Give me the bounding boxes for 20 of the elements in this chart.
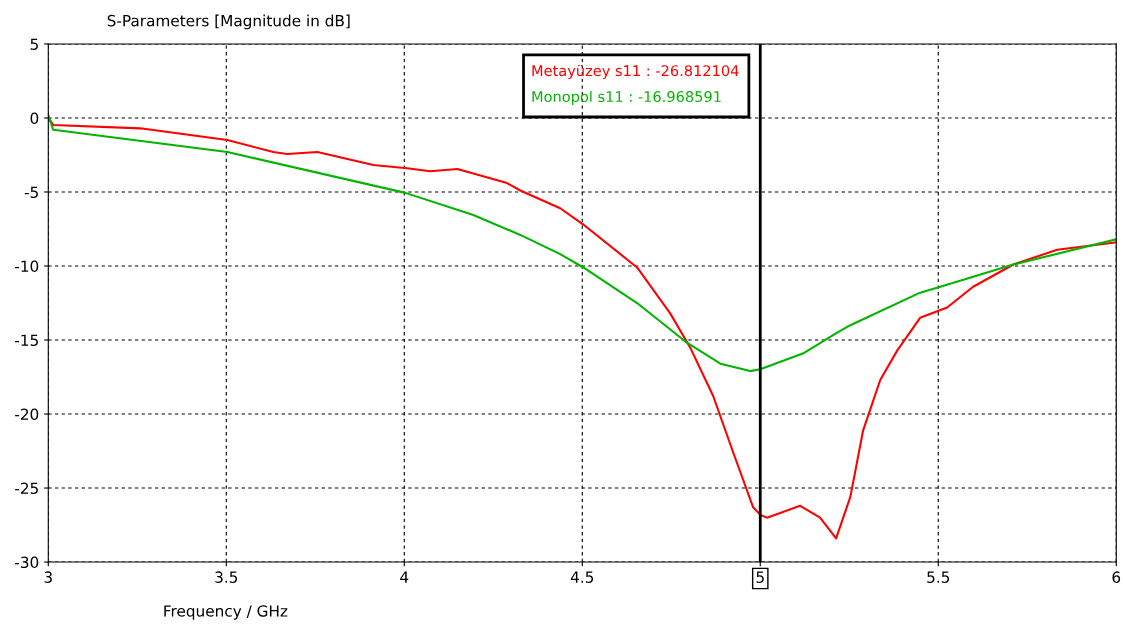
y-tick-label: 5 (30, 38, 38, 50)
x-tick-label: 5 (756, 571, 764, 583)
y-tick-label: -10 (15, 260, 39, 273)
x-tick-label: 4.5 (570, 571, 594, 583)
y-tick-label: -20 (15, 408, 39, 421)
y-tick-label: 0 (30, 112, 39, 124)
annotation: Metayüzey s11 : -26.812104 (532, 64, 739, 79)
y-tick-label: -5 (24, 186, 38, 199)
x-tick-label: 6 (1112, 571, 1121, 583)
x-tick-label: 3.5 (215, 571, 238, 583)
x-tick-label: 3 (44, 571, 52, 583)
y-tick-label: -30 (15, 556, 39, 569)
annotation: Monopol s11 : -16.968591 (532, 90, 721, 105)
y-tick-label: -25 (15, 482, 38, 495)
x-axis-title: Frequency / GHz (164, 605, 288, 620)
y-tick-label: -15 (15, 334, 38, 347)
x-tick-label: 4 (400, 571, 409, 583)
chart-title: S-Parameters [Magnitude in dB] (107, 14, 350, 30)
x-tick-label: 5.5 (927, 571, 950, 583)
line-series (48, 113, 1117, 373)
